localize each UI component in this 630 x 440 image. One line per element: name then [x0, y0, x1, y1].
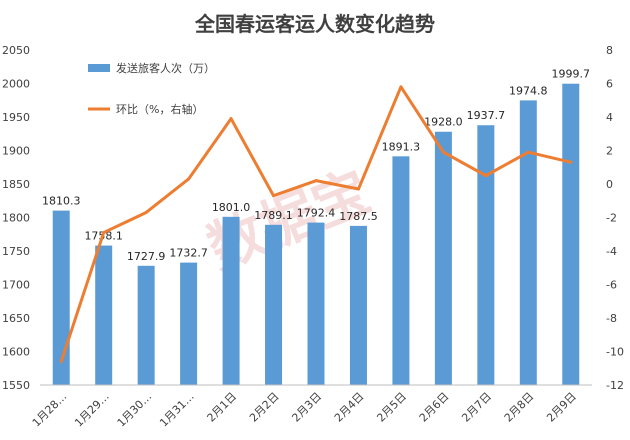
line-point	[314, 179, 318, 183]
line-point	[102, 231, 106, 235]
right-tick-label: 8	[606, 44, 613, 57]
right-tick-label: -8	[606, 312, 617, 325]
bar	[137, 265, 155, 385]
x-tick-label: 2月3日	[289, 390, 324, 425]
left-tick-label: 1650	[2, 312, 30, 325]
bar-data-label: 1792.4	[297, 207, 336, 220]
left-tick-label: 1700	[2, 279, 30, 292]
x-tick-label: 2月1日	[205, 390, 240, 425]
x-tick-label: 2月2日	[247, 390, 282, 425]
x-tick-label: 1月31…	[157, 390, 197, 430]
x-axis: 1月28… 1月29… 1月30… 1月31… 2月1日 2月2日 2月3日 2月4日 2月5日…	[30, 384, 592, 430]
left-tick-label: 2000	[2, 78, 30, 91]
right-tick-label: -10	[606, 346, 624, 359]
x-tick-label: 2月4日	[332, 390, 367, 425]
line-point	[272, 194, 276, 198]
right-y-axis: -12 -10 -8 -6 -4 -2 0 2 4 6 8	[606, 44, 624, 392]
x-tick-label: 1月28…	[30, 390, 70, 430]
legend: 发送旅客人次（万） 环比（%，右轴）	[88, 61, 215, 116]
right-tick-label: 4	[606, 111, 613, 124]
x-tick-label: 2月9日	[544, 390, 579, 425]
line-point	[526, 150, 530, 154]
left-tick-label: 1800	[2, 212, 30, 225]
bar	[477, 125, 495, 385]
x-tick-label: 2月7日	[459, 390, 494, 425]
right-tick-label: -2	[606, 212, 617, 225]
bar-data-label: 1801.0	[212, 201, 251, 214]
right-tick-label: 6	[606, 78, 613, 91]
line-point	[569, 160, 573, 164]
legend-bar-swatch	[88, 64, 110, 72]
x-tick-label: 2月8日	[502, 390, 537, 425]
x-tick-label: 2月6日	[417, 390, 452, 425]
bar	[265, 224, 283, 385]
left-tick-label: 1900	[2, 145, 30, 158]
bar-data-label: 1999.7	[552, 68, 591, 81]
line-point	[144, 210, 148, 214]
bar	[95, 245, 113, 385]
bar-data-label: 1810.3	[42, 195, 81, 208]
legend-line-label: 环比（%，右轴）	[116, 102, 203, 116]
line-point	[399, 85, 403, 89]
left-tick-label: 1550	[2, 379, 30, 392]
bar	[349, 225, 367, 385]
x-tick-label: 1月29…	[72, 390, 112, 430]
left-y-axis: 1550 1600 1650 1700 1750 1800 1850 1900 1950 2000…	[2, 44, 30, 392]
bar	[519, 100, 537, 385]
chart-title: 全国春运客运人数变化趋势	[194, 12, 435, 36]
line-point	[356, 187, 360, 191]
line-point	[59, 360, 63, 364]
bar-data-label: 1891.3	[382, 140, 421, 153]
x-tick-label: 2月5日	[374, 390, 409, 425]
line-point	[229, 117, 233, 121]
line-series	[59, 85, 573, 364]
right-tick-label: -4	[606, 245, 617, 258]
left-tick-label: 1850	[2, 178, 30, 191]
right-tick-label: -6	[606, 279, 617, 292]
left-tick-label: 2050	[2, 44, 30, 57]
bar-data-label: 1732.7	[169, 247, 208, 260]
line-point	[484, 174, 488, 178]
line-point	[187, 177, 191, 181]
bar-data-label: 1928.0	[424, 116, 463, 129]
left-tick-label: 1750	[2, 245, 30, 258]
bar-data-label: 1937.7	[467, 109, 506, 122]
bar	[180, 262, 198, 385]
bar-series	[52, 83, 580, 386]
bar	[222, 216, 240, 385]
bar-data-label: 1789.1	[254, 209, 293, 222]
bar	[392, 156, 410, 385]
bar-data-label: 1727.9	[127, 250, 166, 263]
bar-data-label: 1974.8	[509, 84, 548, 97]
right-tick-label: -12	[606, 379, 624, 392]
bar	[307, 222, 325, 385]
right-tick-label: 2	[606, 145, 613, 158]
right-tick-label: 0	[606, 178, 613, 191]
bar	[434, 131, 452, 385]
bar	[562, 83, 580, 386]
left-tick-label: 1950	[2, 111, 30, 124]
bar-data-label: 1787.5	[339, 210, 378, 223]
x-tick-label: 1月30…	[115, 390, 155, 430]
legend-bar-label: 发送旅客人次（万）	[116, 61, 215, 75]
left-tick-label: 1600	[2, 346, 30, 359]
line-point	[441, 150, 445, 154]
bar	[52, 210, 70, 385]
